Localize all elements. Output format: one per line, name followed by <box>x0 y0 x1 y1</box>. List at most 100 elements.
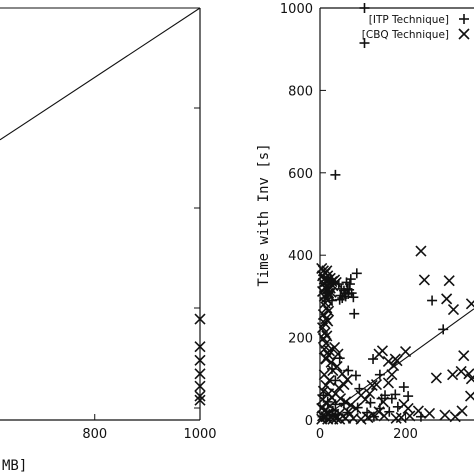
cbq-point <box>465 373 474 385</box>
cbq-point <box>317 410 329 422</box>
cbq-point <box>373 348 385 360</box>
itp-point <box>349 308 360 319</box>
left-chart: 800 1000 MB] <box>0 7 217 474</box>
cbq-point <box>333 382 345 394</box>
legend-plus-marker <box>459 14 469 24</box>
cbq-point <box>447 304 460 316</box>
cbq-point <box>418 274 430 286</box>
itp-point <box>354 383 365 394</box>
cbq-point <box>350 402 362 415</box>
cbq-point <box>377 396 389 408</box>
cbq-point <box>373 406 385 418</box>
cbq-point <box>320 353 332 365</box>
right-x-tick-label: 200 <box>393 427 418 442</box>
cbq-point <box>398 398 410 410</box>
cbq-point <box>449 411 461 423</box>
itp-point <box>351 268 362 279</box>
cbq-point <box>322 305 335 317</box>
cbq-point <box>370 379 383 391</box>
cbq-point <box>332 348 344 360</box>
cbq-point <box>322 315 334 327</box>
right-y-tick-label: 0 <box>305 414 313 429</box>
left-points <box>194 313 206 406</box>
left-lines <box>0 7 201 141</box>
itp-point <box>341 277 352 288</box>
cbq-point <box>443 275 455 287</box>
itp-point <box>368 354 379 365</box>
cbq-point <box>323 374 335 387</box>
right-y-tick-label: 600 <box>288 167 313 182</box>
cbq-point <box>342 406 354 418</box>
cbq-point <box>355 413 367 425</box>
left-x-point <box>194 341 206 353</box>
left-x-tick-label: 800 <box>82 427 107 442</box>
cbq-point <box>366 379 378 391</box>
cbq-point <box>465 298 474 310</box>
cbq-point <box>334 407 346 419</box>
cbq-point <box>382 377 395 389</box>
cbq-point <box>325 356 337 368</box>
cbq-point <box>334 393 347 405</box>
cbq-point <box>399 346 412 358</box>
itp-point <box>398 382 409 393</box>
itp-point <box>359 3 370 13</box>
cbq-point <box>389 353 401 365</box>
cbq-point <box>364 388 376 400</box>
left-x-point <box>194 313 206 325</box>
cbq-point <box>328 341 341 354</box>
left-x-ticks: 800 1000 <box>82 414 217 442</box>
left-x-point <box>194 368 206 380</box>
cbq-point <box>430 372 442 384</box>
cbq-point <box>386 369 398 381</box>
cbq-point <box>455 365 467 377</box>
right-y-tick-label: 400 <box>288 249 313 264</box>
cbq-point <box>320 379 332 391</box>
itp-point <box>365 397 376 408</box>
left-x-tick-label: 1000 <box>183 427 216 442</box>
cbq-point <box>439 409 451 421</box>
left-x-point <box>194 354 206 366</box>
right-y-tick-label: 800 <box>288 84 313 99</box>
cbq-point <box>331 360 343 373</box>
left-x-point <box>194 394 206 406</box>
itp-point <box>348 292 359 303</box>
right-y-axis-label: Time with Inv [s] <box>256 143 272 286</box>
itp-point <box>427 295 438 306</box>
cbq-point <box>345 399 357 411</box>
legend-label-cbq: [CBQ Technique] <box>362 29 449 41</box>
itp-point <box>376 393 387 404</box>
legend-sample-plus <box>459 14 469 24</box>
right-legend: [ITP Technique] [CBQ Technique] <box>362 14 470 41</box>
cbq-point <box>447 369 459 381</box>
cbq-point <box>341 374 353 386</box>
itp-point <box>335 290 346 301</box>
cbq-point <box>340 396 352 408</box>
legend-x-marker <box>458 28 470 40</box>
right-points <box>316 3 474 425</box>
itp-point <box>359 38 370 49</box>
cbq-point <box>458 350 470 362</box>
left-x-point <box>194 380 206 392</box>
cbq-point <box>390 412 402 424</box>
left-axes <box>0 8 201 421</box>
right-y-tick-label: 1000 <box>280 2 313 17</box>
itp-point <box>438 324 449 335</box>
right-y-tick-label: 200 <box>288 332 313 347</box>
cbq-point <box>423 407 436 419</box>
cbq-point <box>325 286 337 298</box>
left-line-0 <box>0 7 201 141</box>
right-ticks: 0 200 400 600 800 1000 0 200 <box>280 2 418 442</box>
cbq-point <box>367 409 379 421</box>
itp-point <box>330 169 341 180</box>
itp-point <box>374 369 385 380</box>
cbq-point <box>415 245 427 257</box>
legend-label-itp: [ITP Technique] <box>369 14 449 26</box>
cbq-point <box>338 379 350 391</box>
cbq-point <box>465 390 474 402</box>
cbq-point <box>359 393 371 405</box>
left-x-point <box>194 390 206 402</box>
itp-point <box>390 389 401 400</box>
cbq-point <box>382 355 395 368</box>
cbq-point <box>321 302 333 314</box>
